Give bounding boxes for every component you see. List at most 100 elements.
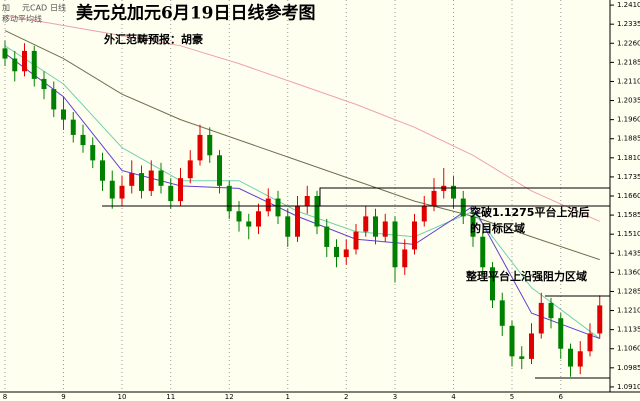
candle-body	[246, 221, 252, 227]
x-tick-label: 12	[225, 393, 234, 401]
candle-body	[80, 134, 86, 146]
candle-body	[334, 246, 339, 258]
y-tick-label: 1.1285	[617, 287, 640, 295]
candle-body	[451, 185, 456, 199]
candle-body	[568, 348, 573, 367]
y-tick-label: 1.1210	[617, 307, 640, 315]
candle-body	[412, 221, 417, 250]
candle-body	[431, 190, 437, 207]
candle-body	[499, 300, 505, 326]
y-tick-label: 1.1060	[617, 345, 640, 353]
moving-average-line	[4, 30, 600, 261]
x-tick-label: 1	[286, 393, 290, 401]
candle-body	[324, 226, 330, 247]
candle-body	[90, 145, 96, 161]
candle-body	[363, 216, 369, 232]
candle-body	[256, 211, 261, 227]
y-tick-label: 1.0985	[617, 364, 640, 372]
candle-body	[460, 198, 466, 217]
instrument-label: 元CAD	[22, 4, 47, 13]
candle-body	[109, 180, 115, 199]
y-tick-label: 1.2260	[617, 39, 640, 47]
y-tick-label: 1.1360	[617, 268, 640, 276]
indicator-label: 移动平均线	[2, 14, 42, 24]
candle-body	[61, 109, 66, 120]
candle-body	[12, 58, 18, 72]
chart-title: 美元兑加元6月19日日线参考图	[76, 3, 316, 24]
candle-body	[236, 211, 242, 222]
candle-body	[22, 50, 27, 72]
x-tick-label: 2	[344, 393, 348, 401]
candle-body	[158, 170, 164, 186]
candle-body	[51, 89, 57, 110]
candle-body	[197, 134, 203, 161]
x-tick-label: 10	[118, 393, 127, 401]
moving-average-line	[4, 14, 600, 222]
candle-body	[168, 185, 174, 202]
candle-body	[70, 119, 76, 135]
candle-body	[597, 305, 603, 334]
candle-body	[343, 249, 349, 258]
candle-body	[119, 185, 125, 199]
x-tick-label: 11	[166, 393, 175, 401]
candle-body	[421, 206, 427, 222]
candle-body	[548, 302, 554, 319]
instrument-label: 日线	[50, 3, 66, 13]
annotation: 的目标区域	[470, 221, 525, 235]
candle-body	[41, 78, 47, 90]
y-tick-label: 1.1885	[617, 135, 640, 143]
x-tick-label: 9	[61, 393, 65, 401]
candle-body	[148, 170, 154, 191]
y-tick-label: 1.2335	[617, 20, 640, 28]
candle-body	[275, 198, 281, 217]
candle-body	[139, 173, 144, 191]
candle-body	[2, 48, 8, 59]
y-tick-label: 1.1960	[617, 116, 640, 124]
annotation: 整理平台上沿强阻力区域	[465, 269, 587, 283]
x-tick-label: 8	[3, 393, 7, 401]
candle-body	[470, 216, 476, 237]
y-tick-label: 1.2035	[617, 97, 640, 105]
candle-body	[226, 185, 232, 212]
x-tick-label: 3	[393, 393, 397, 401]
y-tick-label: 1.1435	[617, 249, 640, 257]
candle-body	[392, 221, 398, 268]
candle-body	[265, 198, 271, 212]
candle-body	[402, 249, 408, 268]
y-tick-label: 1.1510	[617, 230, 640, 238]
y-tick-label: 1.1135	[617, 326, 640, 334]
y-tick-label: 1.1810	[617, 154, 640, 162]
candle-body	[314, 196, 320, 227]
candle-body	[529, 333, 534, 359]
instrument-label: 加	[2, 3, 10, 13]
candle-body	[558, 318, 564, 349]
y-tick-label: 1.2410	[617, 1, 640, 9]
candle-body	[373, 216, 378, 237]
candle-body	[178, 178, 183, 202]
annotation: 突破1.1275平台上沿后	[470, 205, 589, 219]
candle-body	[538, 302, 544, 334]
candle-body	[519, 356, 525, 359]
candle-body	[509, 325, 515, 357]
y-tick-label: 1.2185	[617, 58, 640, 66]
candle-body	[353, 231, 359, 250]
candle-body	[490, 267, 495, 301]
candle-body	[31, 50, 37, 79]
y-tick-label: 1.1585	[617, 211, 640, 219]
candle-body	[295, 206, 300, 237]
y-tick-label: 1.1660	[617, 192, 640, 200]
y-tick-label: 1.0910	[617, 383, 640, 391]
x-tick-label: 5	[510, 393, 514, 401]
candle-body	[129, 173, 135, 186]
candle-body	[217, 155, 222, 186]
x-tick-label: 6	[559, 393, 564, 401]
candle-body	[285, 216, 291, 237]
candle-body	[207, 134, 213, 156]
y-tick-label: 1.1735	[617, 173, 640, 181]
chart-subtitle: 外汇范畴预报：胡豪	[103, 32, 203, 46]
candle-body	[577, 351, 583, 367]
candle-body	[587, 333, 593, 352]
x-tick-label: 4	[451, 393, 456, 401]
candle-body	[480, 236, 486, 268]
